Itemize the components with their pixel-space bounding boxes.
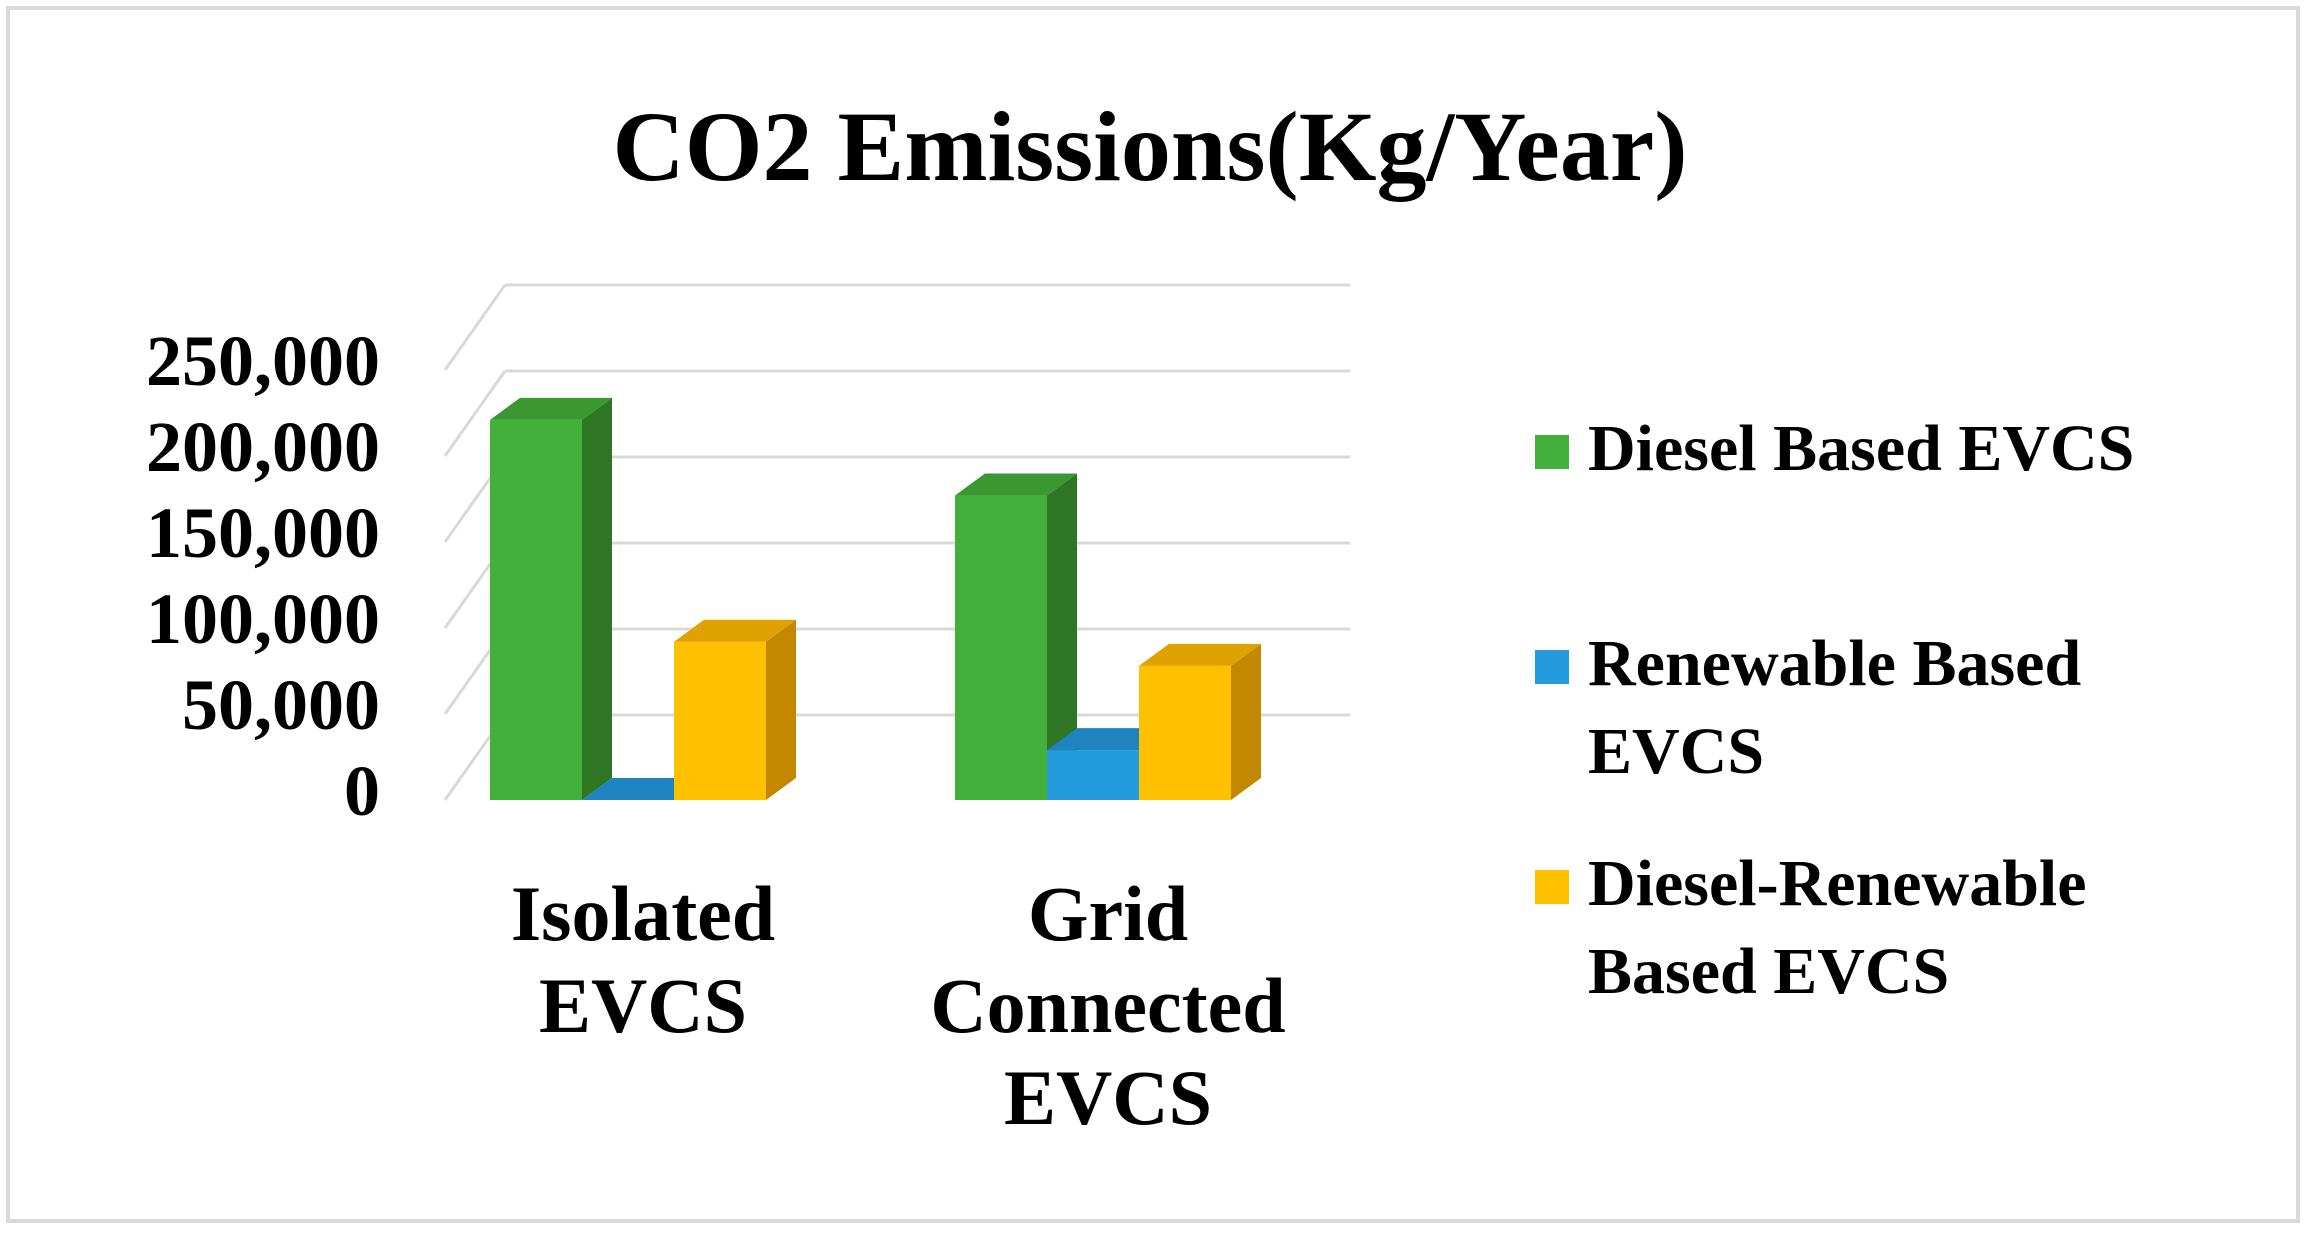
- x-tick-label: Connected: [930, 962, 1285, 1049]
- bar-front: [1139, 665, 1231, 800]
- legend-item-diesel-based-evcs: Diesel Based EVCS: [1535, 412, 2134, 485]
- legend-item-renewable-based-evcs: Renewable Based EVCS: [1535, 627, 2081, 788]
- legend-item-diesel-renewable-based-evcs: Diesel-Renewable Based EVCS: [1535, 847, 2087, 1008]
- bar-front: [490, 419, 582, 800]
- bar-side: [1231, 643, 1261, 800]
- bar-top: [1047, 728, 1169, 751]
- gridline-diagonal: [443, 284, 507, 371]
- bar-front: [955, 495, 1047, 800]
- legend: Diesel Based EVCS Renewable Based EVCS Dies…: [1535, 412, 2134, 1008]
- bar-front: [674, 641, 766, 800]
- legend-label: EVCS: [1588, 715, 1764, 788]
- bar-top: [1139, 643, 1261, 666]
- legend-swatch: [1535, 435, 1569, 469]
- bar-diesel-based-evcs-grid-connected-evcs: [955, 473, 1077, 800]
- bar-front: [1047, 750, 1139, 800]
- chart-frame: [6, 6, 2300, 1223]
- legend-label: Renewable Based: [1588, 627, 2081, 700]
- y-tick-label: 150,000: [146, 493, 380, 573]
- bar-renewable-based-evcs-isolated-evcs: [582, 778, 704, 800]
- bar-diesel-renewable-based-evcs-grid-connected-evcs: [1139, 643, 1261, 800]
- legend-label: Diesel-Renewable: [1588, 847, 2087, 920]
- chart-title: CO2 Emissions(Kg/Year): [613, 91, 1688, 202]
- y-tick-label: 50,000: [182, 665, 380, 745]
- y-tick-label: 100,000: [146, 579, 380, 659]
- legend-label: Diesel Based EVCS: [1588, 412, 2134, 485]
- bar-top: [582, 778, 704, 800]
- legend-label: Based EVCS: [1588, 935, 1949, 1008]
- x-tick-label: EVCS: [539, 962, 747, 1049]
- bar-top: [490, 397, 612, 420]
- bar-side: [1047, 473, 1077, 800]
- bar-diesel-based-evcs-isolated-evcs: [490, 397, 612, 800]
- bar-top: [955, 473, 1077, 496]
- y-tick-label: 200,000: [146, 407, 380, 487]
- y-tick-label: 0: [344, 751, 380, 831]
- legend-swatch: [1535, 870, 1569, 904]
- bars: [490, 397, 1261, 800]
- y-tick-label: 250,000: [146, 321, 380, 401]
- legend-swatch: [1535, 650, 1569, 684]
- bar-diesel-renewable-based-evcs-isolated-evcs: [674, 619, 796, 800]
- x-tick-label: Isolated: [511, 870, 775, 957]
- bar-side: [766, 619, 796, 800]
- bar-side: [582, 397, 612, 800]
- bar-top: [674, 619, 796, 642]
- x-tick-label: EVCS: [1004, 1054, 1212, 1141]
- gridline-diagonal: [443, 370, 507, 457]
- x-tick-label: Grid: [1028, 870, 1188, 957]
